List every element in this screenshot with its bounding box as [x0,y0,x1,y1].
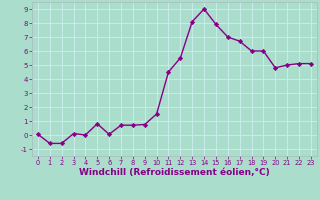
X-axis label: Windchill (Refroidissement éolien,°C): Windchill (Refroidissement éolien,°C) [79,168,270,177]
